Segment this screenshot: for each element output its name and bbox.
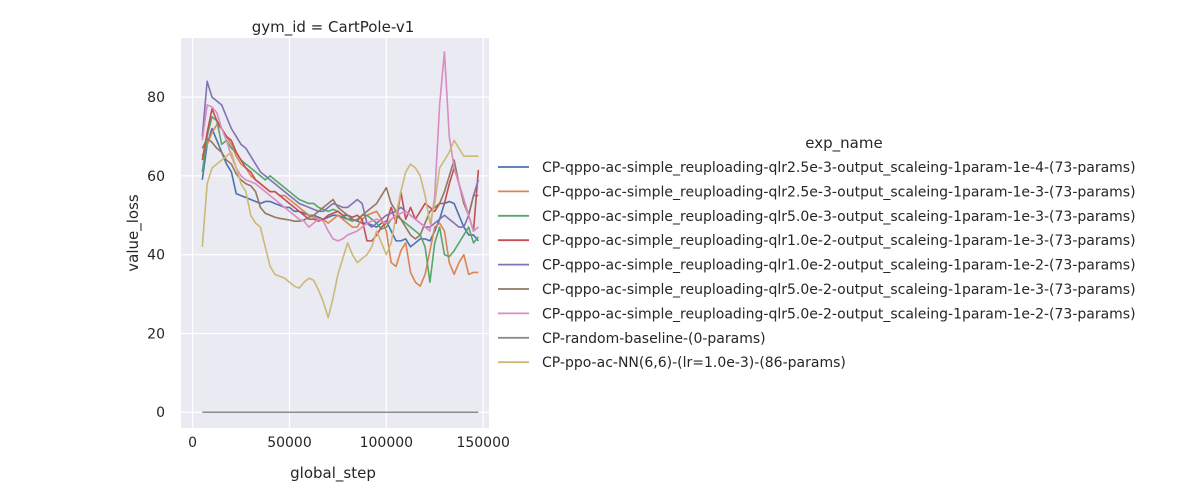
legend-item-label-2: CP-qppo-ac-simple_reuploading-qlr2.5e-3-… <box>542 184 1136 200</box>
y-tick-label: 20 <box>147 326 165 342</box>
y-tick-label: 0 <box>156 405 165 421</box>
x-tick-label: 100000 <box>360 435 413 451</box>
legend-title: exp_name <box>805 134 882 153</box>
series-lines <box>201 50 480 414</box>
legend-item-label-8: CP-random-baseline-(0-params) <box>542 331 766 347</box>
x-tick-label: 0 <box>188 435 197 451</box>
x-tick-label: 150000 <box>456 435 509 451</box>
legend-item-label-1: CP-qppo-ac-simple_reuploading-qlr2.5e-3-… <box>542 160 1136 176</box>
y-tick-label: 60 <box>147 169 165 185</box>
legend-item-label-7: CP-qppo-ac-simple_reuploading-qlr5.0e-2-… <box>542 306 1136 322</box>
legend-item-label-5: CP-qppo-ac-simple_reuploading-qlr1.0e-2-… <box>542 258 1136 274</box>
legend-item-label-4: CP-qppo-ac-simple_reuploading-qlr1.0e-2-… <box>542 233 1136 249</box>
series-line-9 <box>201 139 479 319</box>
y-axis-label: value_loss <box>124 194 143 272</box>
y-tick-label: 40 <box>147 248 165 264</box>
legend: exp_name CP-qppo-ac-simple_reuploading-q… <box>498 134 1136 371</box>
series-line-5 <box>201 80 480 228</box>
series-line-2 <box>201 123 479 287</box>
y-tick-label: 80 <box>147 90 165 106</box>
chart-title: gym_id = CartPole-v1 <box>252 18 415 37</box>
x-axis-label: global_step <box>290 464 376 483</box>
legend-item-label-3: CP-qppo-ac-simple_reuploading-qlr5.0e-3-… <box>542 209 1136 225</box>
x-tick-label: 50000 <box>267 435 312 451</box>
legend-item-label-6: CP-qppo-ac-simple_reuploading-qlr5.0e-2-… <box>542 282 1136 298</box>
legend-item-label-9: CP-ppo-ac-NN(6,6)-(lr=1.0e-3)-(86-params… <box>542 355 846 371</box>
axis-ticks: 0 50000 100000 150000 0 20 40 60 80 <box>147 90 510 451</box>
